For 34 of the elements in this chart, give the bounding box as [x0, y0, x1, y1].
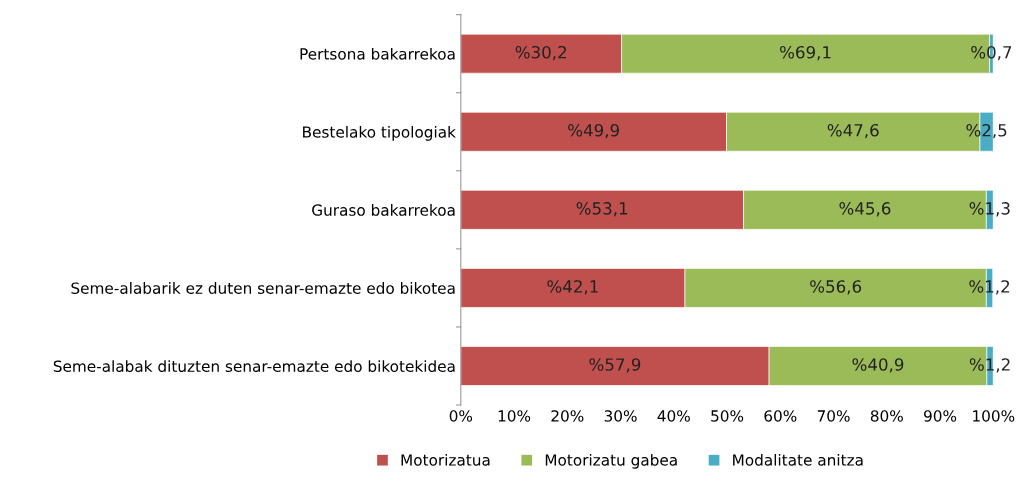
- legend-label: Motorizatu gabea: [545, 453, 677, 469]
- x-tick-label: 0%: [449, 410, 473, 422]
- y-tick-label: Pertsona bakarrekoa: [300, 47, 455, 60]
- x-tick-label: 100%: [973, 410, 1015, 422]
- x-tick-label: 40%: [657, 410, 690, 422]
- data-label: %49,9: [568, 123, 619, 139]
- x-tick-label: 50%: [711, 410, 744, 422]
- x-tick-label: 80%: [870, 410, 903, 422]
- x-tick-label: 30%: [604, 410, 637, 422]
- data-label: %2,5: [966, 123, 1007, 139]
- data-label: %42,1: [547, 280, 598, 295]
- data-label: %47,6: [827, 123, 879, 139]
- data-label: %45,6: [839, 202, 891, 217]
- x-tick-label: 10%: [498, 410, 531, 422]
- data-label: %40,9: [852, 358, 904, 373]
- legend-label: Motorizatua: [401, 453, 490, 466]
- legend-label: Modalitate anitza: [733, 453, 863, 466]
- x-tick-label: 60%: [764, 410, 797, 422]
- y-tick-label: Seme-alabarik ez duten senar-emazte edo bikotea: [71, 282, 455, 294]
- x-tick-label: 70%: [817, 410, 850, 422]
- data-label: %53,1: [576, 202, 628, 217]
- data-label: %69,1: [780, 45, 831, 61]
- x-tick-label: 90%: [924, 410, 957, 422]
- data-label: %1,2: [969, 358, 1010, 373]
- data-label: %56,6: [810, 280, 862, 295]
- data-label: %0,7: [971, 45, 1012, 61]
- y-tick-label: Guraso bakarrekoa: [312, 204, 455, 216]
- y-tick-label: Bestelako tipologiak: [303, 125, 456, 141]
- data-label: %57,9: [589, 358, 641, 373]
- y-tick-label: Seme-alabak dituzten senar-emazte edo bikotekidea: [53, 360, 455, 373]
- data-label: %30,2: [515, 45, 567, 61]
- data-label: %1,3: [969, 202, 1010, 217]
- x-tick-label: 20%: [551, 410, 584, 422]
- data-label: %1,2: [969, 280, 1010, 295]
